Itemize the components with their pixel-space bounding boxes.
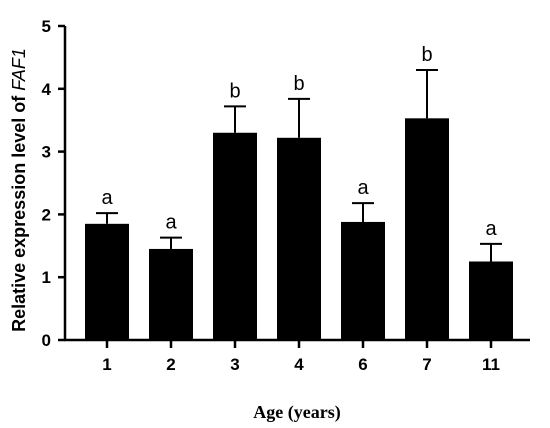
y-axis-label: Relative expression level of FAF1 [9,48,29,332]
significance-labels: a a b b a b a [101,44,497,240]
significance-label: a [357,177,369,199]
x-tick-label: 6 [358,355,367,374]
bar [85,223,129,340]
x-tick-label: 2 [166,355,175,374]
significance-label: a [165,212,177,234]
x-tick-label: 4 [294,355,304,374]
y-ticks: 0 1 2 3 4 5 [42,17,65,350]
bars [85,118,513,340]
significance-label: b [229,80,240,102]
y-axis-label-prefix: Relative expression level of [9,91,29,332]
y-axis-label-gene: FAF1 [9,48,29,91]
y-tick-label: 0 [42,331,51,350]
bar [405,118,449,340]
x-tick-label: 3 [230,355,239,374]
significance-label: b [293,73,304,95]
bar [213,132,257,340]
significance-label: b [421,44,432,66]
y-tick-label: 4 [42,80,52,99]
error-bars [96,68,502,262]
x-axis-label: Age (years) [253,402,340,423]
significance-label: a [485,218,497,240]
bar [469,261,513,340]
x-tick-label: 11 [482,355,500,374]
x-tick-label: 7 [422,355,431,374]
y-tick-label: 1 [42,268,51,287]
y-tick-label: 2 [42,205,51,224]
y-tick-label: 3 [42,143,51,162]
bar [149,248,193,340]
y-tick-label: 5 [42,17,51,36]
bar [341,221,385,340]
significance-label: a [101,187,113,209]
x-tick-label: 1 [102,355,111,374]
bar [277,137,321,340]
x-ticks: 1 2 3 4 6 7 11 [102,340,500,374]
